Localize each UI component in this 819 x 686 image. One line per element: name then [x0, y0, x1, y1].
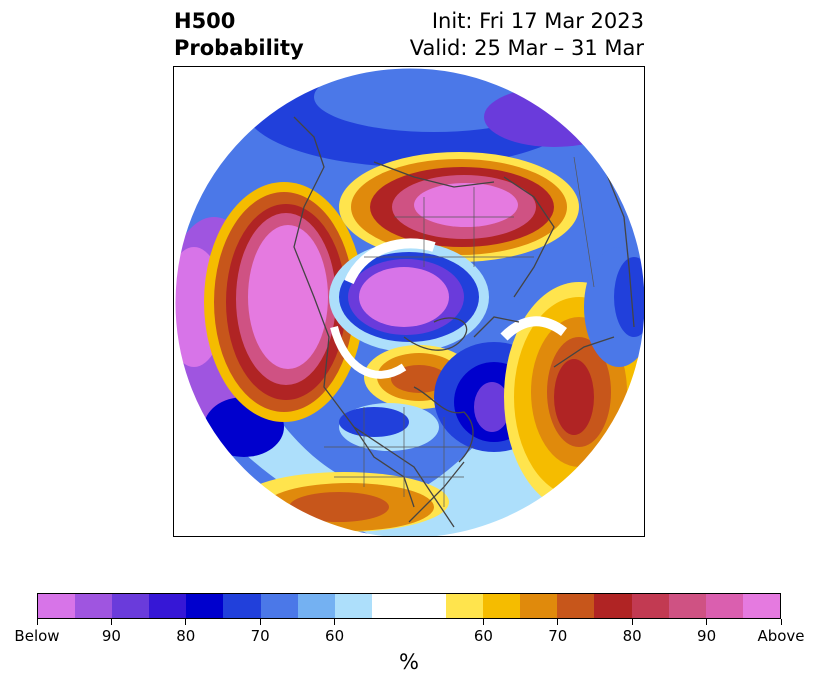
- colorbar-tick-label: 90: [101, 627, 121, 645]
- colorbar-tick-label: 70: [548, 627, 568, 645]
- positive-anomaly-southwest-us-mexico: [289, 492, 389, 522]
- colorbar-swatch-14: [557, 594, 595, 618]
- title-variable: Probability: [174, 36, 304, 60]
- init-time: Init: Fri 17 Mar 2023: [431, 9, 644, 33]
- colorbar-swatch-13: [520, 594, 558, 618]
- colorbar-tick-label: 70: [250, 627, 270, 645]
- colorbar-swatch-4: [186, 594, 224, 618]
- positive-anomaly-north-atlantic: [554, 359, 594, 435]
- probability-map: [174, 67, 644, 536]
- borders: [324, 156, 595, 507]
- negative-anomaly-arctic-ocean: [359, 267, 449, 327]
- negative-anomaly-greenland-labrador: [474, 382, 510, 432]
- colorbar-swatch-7: [297, 594, 335, 618]
- colorbar-tick-mark: [631, 619, 633, 625]
- negative-anomaly-western-europe: [614, 257, 644, 337]
- positive-anomaly-northern-eurasia: [414, 183, 518, 227]
- colorbar-swatch-10: [408, 594, 447, 618]
- colorbar-tick-label: 80: [622, 627, 642, 645]
- colorbar-swatch-6: [260, 594, 298, 618]
- colorbar-swatch-18: [705, 594, 743, 618]
- positive-anomaly-eastern-pacific-alaska: [248, 225, 328, 369]
- chart-title-right: Init: Fri 17 Mar 2023 Valid: 25 Mar – 31…: [410, 8, 644, 62]
- colorbar-swatch-8: [334, 594, 372, 618]
- colorbar-tick-mark: [36, 619, 38, 625]
- colorbar-swatch-15: [594, 594, 632, 618]
- colorbar-tick-mark: [482, 619, 484, 625]
- colorbar-unit: %: [399, 650, 419, 674]
- colorbar-tick-label: 80: [176, 627, 196, 645]
- colorbar-tick-mark: [557, 619, 559, 625]
- colorbar-swatch-11: [446, 594, 484, 618]
- colorbar-tick-label: Below: [14, 627, 60, 645]
- colorbar-swatch-1: [75, 594, 113, 618]
- colorbar-swatch-0: [38, 594, 76, 618]
- positive-anomaly-hudson-bay-canada: [391, 365, 447, 393]
- chart-title-left: H500 Probability: [174, 8, 304, 62]
- colorbar-swatch-19: [742, 594, 780, 618]
- valid-period: Valid: 25 Mar – 31 Mar: [409, 36, 644, 60]
- colorbar-tick-mark: [706, 619, 708, 625]
- colorbar: [37, 593, 781, 619]
- colorbar-tick-label: 60: [325, 627, 345, 645]
- colorbar-tick-mark: [259, 619, 261, 625]
- colorbar-swatch-17: [668, 594, 706, 618]
- colorbar-swatch-9: [371, 594, 409, 618]
- colorbar-tick-mark: [780, 619, 782, 625]
- colorbar-tick-mark: [110, 619, 112, 625]
- map-panel: [173, 66, 645, 537]
- colorbar-swatch-5: [223, 594, 261, 618]
- colorbar-swatch-3: [149, 594, 187, 618]
- colorbar-tick-mark: [185, 619, 187, 625]
- colorbar-swatch-2: [112, 594, 150, 618]
- colorbar-swatch-16: [631, 594, 669, 618]
- colorbar-swatch-12: [483, 594, 521, 618]
- negative-anomaly-central-us: [339, 407, 409, 437]
- colorbar-tick-label: 60: [473, 627, 493, 645]
- colorbar-tick-label: 90: [697, 627, 717, 645]
- title-field: H500: [174, 9, 236, 33]
- colorbar-tick-mark: [334, 619, 336, 625]
- colorbar-tick-label: Above: [757, 627, 805, 645]
